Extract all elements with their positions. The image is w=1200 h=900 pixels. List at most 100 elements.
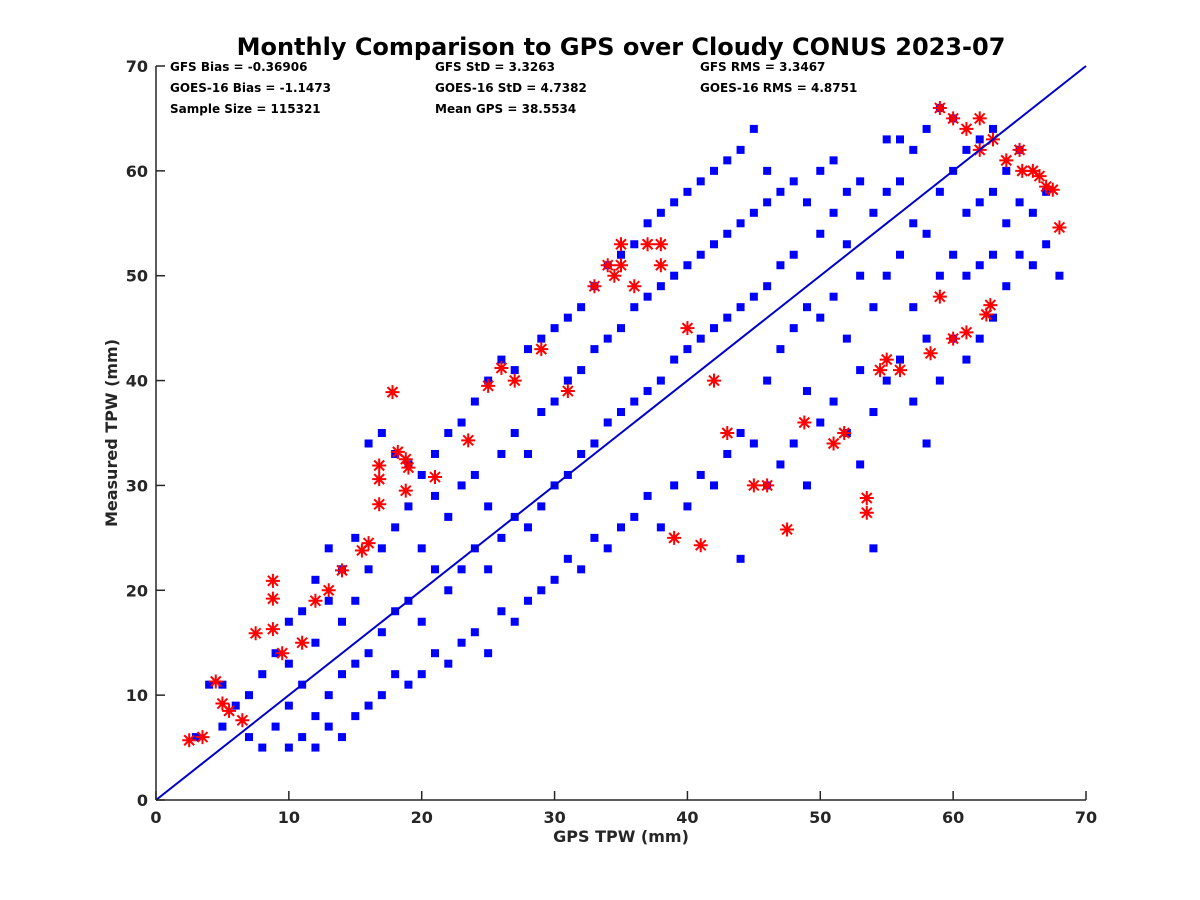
scatter-point (656, 376, 665, 385)
statistic-label: Mean GPS = 38.5534 (435, 102, 576, 116)
scatter-point (749, 292, 758, 301)
scatter-point (1002, 282, 1011, 291)
scatter-point (789, 324, 798, 333)
scatter-point (710, 166, 718, 175)
scatter-point-asterisk (879, 352, 894, 367)
scatter-point (736, 219, 745, 228)
scatter-point (364, 439, 373, 448)
scatter-point (763, 198, 772, 207)
scatter-point-asterisk (398, 483, 413, 498)
y-tick-label: 20 (126, 581, 148, 600)
scatter-point (550, 397, 559, 406)
statistic-label: GOES-16 Bias = -1.1473 (170, 81, 331, 95)
statistic-label: Sample Size = 115321 (170, 102, 321, 116)
scatter-point (524, 345, 532, 354)
scatter-point (683, 261, 692, 270)
scatter-point (497, 355, 506, 364)
scatter-point (683, 187, 692, 196)
scatter-point-asterisk (1015, 163, 1030, 178)
scatter-point-asterisk (653, 237, 668, 252)
scatter-point (696, 177, 705, 186)
scatter-point (989, 250, 997, 259)
scatter-point-asterisk (308, 593, 323, 608)
scatter-point (935, 376, 944, 385)
scatter-point (377, 429, 386, 437)
scatter-point (909, 219, 918, 228)
scatter-point-asterisk (627, 279, 642, 294)
scatter-point (1015, 198, 1024, 207)
scatter-point-asterisk (780, 522, 795, 537)
scatter-point (696, 250, 705, 259)
scatter-point-asterisk (275, 646, 290, 661)
scatter-point-asterisk (215, 696, 230, 711)
scatter-point-asterisk (946, 331, 961, 346)
x-tick-label: 60 (942, 808, 964, 827)
scatter-point (816, 229, 825, 238)
scatter-point-asterisk (999, 153, 1014, 168)
scatter-point (776, 187, 785, 196)
scatter-point (842, 334, 851, 343)
scatter-point-asterisk (335, 563, 349, 578)
scatter-point (510, 617, 519, 626)
x-tick-label: 20 (411, 808, 433, 827)
scatter-point (962, 145, 971, 154)
scatter-point-asterisk (1032, 169, 1047, 184)
scatter-point-asterisk (265, 591, 280, 606)
scatter-point (311, 712, 320, 721)
scatter-point (205, 680, 214, 689)
scatter-point-asterisk (693, 538, 708, 553)
scatter-point-asterisk (321, 583, 336, 598)
scatter-point (869, 544, 878, 553)
scatter-point-asterisk (265, 622, 280, 637)
scatter-point (284, 701, 293, 710)
scatter-point (404, 502, 413, 511)
scatter-point (922, 334, 931, 343)
scatter-point (470, 397, 479, 406)
scatter-point (723, 313, 732, 322)
scatter-point-asterisk (600, 258, 615, 273)
scatter-point-asterisk (746, 478, 761, 493)
x-tick-label: 40 (676, 808, 698, 827)
scatter-point (550, 575, 559, 584)
scatter-point (710, 240, 718, 249)
scatter-point (789, 177, 798, 186)
scatter-point (776, 261, 785, 270)
scatter-point (922, 124, 931, 133)
scatter-point (417, 617, 426, 626)
scatter-point (723, 229, 732, 238)
scatter-point (484, 565, 493, 574)
scatter-point (736, 303, 745, 312)
scatter-point-asterisk (837, 426, 852, 440)
scatter-point (311, 743, 320, 752)
scatter-point (391, 523, 400, 532)
scatter-point (656, 282, 665, 291)
scatter-point (603, 418, 612, 427)
scatter-point (484, 649, 493, 658)
scatter-point (630, 240, 639, 249)
scatter-point-asterisk (534, 342, 549, 357)
scatter-point-asterisk (560, 384, 575, 399)
scatter-point (245, 691, 253, 700)
scatter-point-asterisk (614, 258, 628, 273)
scatter-point (882, 271, 891, 280)
scatter-point (829, 397, 838, 406)
scatter-point (298, 607, 307, 616)
scatter-point-asterisk (607, 268, 622, 283)
scatter-point-asterisk (372, 472, 387, 487)
scatter-point (643, 292, 652, 301)
scatter-point (351, 596, 360, 605)
x-tick-label: 30 (543, 808, 565, 827)
scatter-point (962, 355, 971, 364)
statistic-label: GFS StD = 3.3263 (435, 60, 555, 74)
scatter-point (577, 366, 586, 375)
scatter-point (935, 187, 944, 196)
scatter-point (284, 659, 293, 668)
scatter-point-asterisk (372, 458, 387, 473)
scatter-point (896, 177, 904, 186)
scatter-point (683, 345, 692, 354)
scatter-point-asterisk (680, 321, 695, 336)
scatter-point (816, 418, 825, 427)
scatter-point-asterisk (208, 674, 223, 689)
scatter-point (803, 481, 811, 490)
scatter-point-asterisk (826, 436, 841, 451)
